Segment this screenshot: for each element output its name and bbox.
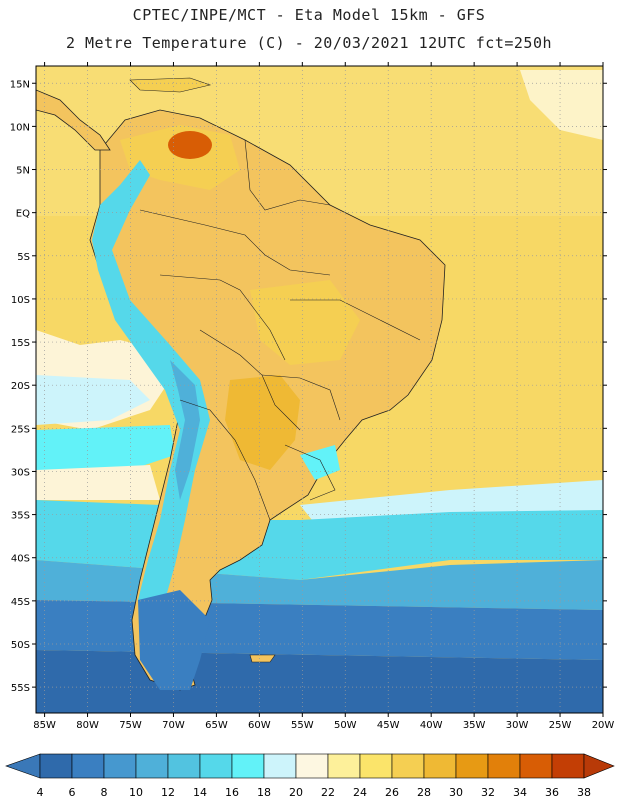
lon-label: 75W <box>119 720 142 731</box>
border-paraguay <box>261 374 341 421</box>
colorbar-label: 36 <box>545 786 559 799</box>
map-title-line2: 2 Metre Temperature (C) - 20/03/2021 12U… <box>65 34 553 52</box>
lon-label: 45W <box>377 720 400 731</box>
map-graticule <box>36 66 604 713</box>
colorbar-segment <box>519 753 553 779</box>
colorbar-segment <box>391 753 425 779</box>
colorbar-segment <box>359 753 393 779</box>
ocean-deep-blue-band <box>36 650 603 713</box>
falkland-islands <box>249 654 276 663</box>
lon-label: 30W <box>506 720 529 731</box>
colorbar-label: 30 <box>449 786 463 799</box>
lon-label: 20W <box>592 720 615 731</box>
land-andes-core <box>170 360 200 500</box>
colorbar-segment <box>39 753 73 779</box>
land-patagonia-cold <box>138 590 210 690</box>
lat-label: 35S <box>11 511 30 522</box>
lon-label: 80W <box>76 720 99 731</box>
lat-label: 50S <box>11 640 30 651</box>
lat-label: 25S <box>11 424 30 435</box>
lon-label: 55W <box>291 720 314 731</box>
lat-label: 5N <box>16 166 30 177</box>
ocean-blue-band <box>36 600 603 660</box>
lat-label: 10S <box>11 295 30 306</box>
colorbar-label: 20 <box>289 786 303 799</box>
colorbar-label: 6 <box>69 786 76 799</box>
colorbar-label: 18 <box>257 786 271 799</box>
colorbar-segment <box>199 753 233 779</box>
colorbar-segment <box>167 753 201 779</box>
map-title-line1: CPTEC/INPE/MCT - Eta Model 15km - GFS <box>132 6 486 24</box>
border-north <box>139 209 331 276</box>
lon-label: 65W <box>205 720 228 731</box>
colorbar-label: 38 <box>577 786 591 799</box>
colorbar-segment <box>327 753 361 779</box>
lon-label: 85W <box>33 720 56 731</box>
colorbar-segment <box>423 753 457 779</box>
lon-label: 35W <box>463 720 486 731</box>
colorbar-label: 16 <box>225 786 239 799</box>
colorbar-low-arrow <box>5 753 41 779</box>
colorbar-segment <box>551 753 585 779</box>
lon-label: 25W <box>549 720 572 731</box>
latitude-labels: 15N 10N 5N EQ 5S 10S 15S 20S 25S 30S 35S 40S 45S 50S 5… <box>10 79 607 694</box>
colorbar-label: 4 <box>37 786 44 799</box>
map-field <box>36 66 603 713</box>
ocean-pale-band-sw <box>36 465 160 500</box>
lat-label: 45S <box>11 597 30 608</box>
lat-label: 15S <box>11 338 30 349</box>
colorbar-label: 34 <box>513 786 527 799</box>
lat-label: 30S <box>11 467 30 478</box>
country-borders <box>139 139 421 521</box>
colorbar-segment <box>135 753 169 779</box>
lat-label: 10N <box>10 122 30 133</box>
colorbar-label: 24 <box>353 786 367 799</box>
lat-label: 20S <box>11 381 30 392</box>
land-warm-central-brazil <box>250 280 360 365</box>
ocean-pale-patch-ne <box>520 70 603 140</box>
colorbar-segment <box>487 753 521 779</box>
lon-label: 60W <box>248 720 271 731</box>
border-chile-argentina <box>179 399 271 521</box>
colorbar-label: 32 <box>481 786 495 799</box>
caribbean-island <box>129 77 212 93</box>
lat-label: 40S <box>11 554 30 565</box>
land-warm-chaco <box>225 375 300 470</box>
colorbar-label: 22 <box>321 786 335 799</box>
lon-label: 70W <box>162 720 185 731</box>
temperature-colorbar: 4 6 8 10 12 14 16 18 20 22 24 26 28 30 32 34 36 38 <box>5 753 615 799</box>
colorbar-segment <box>295 753 329 779</box>
colorbar-segment <box>103 753 137 779</box>
longitude-labels: 85W 80W 75W 70W 65W 60W 55W 50W 45W 40W 35W 30W 25W 2… <box>33 62 614 731</box>
lon-label: 40W <box>420 720 443 731</box>
colorbar-high-arrow <box>583 753 615 779</box>
lat-label: 55S <box>11 683 30 694</box>
land-andes-cold-belt <box>92 160 210 630</box>
border-brazil-states <box>290 299 421 341</box>
lat-label: EQ <box>16 209 30 220</box>
map-frame <box>35 65 604 714</box>
lat-label: 15N <box>10 79 30 90</box>
colorbar-label: 10 <box>129 786 143 799</box>
land-hot-spot-venezuela <box>168 131 212 159</box>
colorbar-label: 26 <box>385 786 399 799</box>
lat-label: 5S <box>17 252 30 263</box>
lon-label: 50W <box>334 720 357 731</box>
land-cool-patch-rs <box>300 445 340 480</box>
border-uruguay <box>284 444 336 501</box>
colorbar-label: 8 <box>101 786 108 799</box>
colorbar-segment <box>455 753 489 779</box>
border-peru-brazil <box>159 274 286 361</box>
colorbar-label: 12 <box>161 786 175 799</box>
central-america-land <box>36 89 111 151</box>
colorbar-segment <box>231 753 265 779</box>
ocean-light-cyan-west <box>36 375 150 425</box>
colorbar-label: 14 <box>193 786 207 799</box>
colorbar-segment <box>263 753 297 779</box>
ocean-cyan-west <box>36 425 175 470</box>
border-venezuela-guyana <box>244 139 331 211</box>
colorbar-label: 28 <box>417 786 431 799</box>
colorbar-segment <box>71 753 105 779</box>
